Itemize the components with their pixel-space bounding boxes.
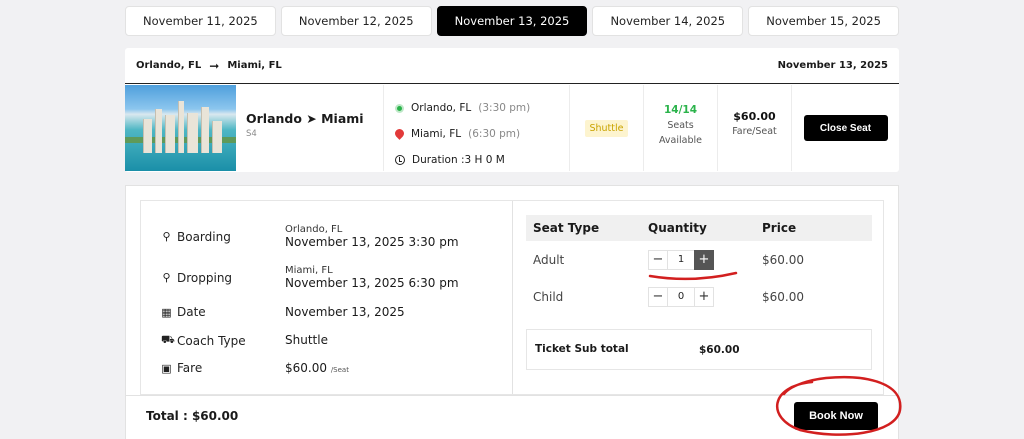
- seat-type-adult: Adult: [533, 252, 565, 267]
- dropping-city-value: Miami, FL: [285, 265, 333, 276]
- dropping-row: ⚲ Dropping Miami, FL November 13, 2025 6:…: [161, 265, 501, 290]
- dropping-datetime: November 13, 2025 6:30 pm: [285, 276, 459, 290]
- panel-divider: [512, 200, 513, 395]
- date-tab-4[interactable]: November 14, 2025: [592, 6, 744, 36]
- header-quantity: Quantity: [648, 221, 707, 235]
- child-quantity-input[interactable]: 0: [668, 286, 694, 307]
- boarding-city-value: Orlando, FL: [285, 224, 343, 235]
- boarding-city: Orlando, FL: [411, 102, 472, 114]
- seat-type-child: Child: [533, 289, 564, 304]
- adult-minus-button[interactable]: −: [648, 249, 668, 270]
- fare-price: $60.00: [733, 110, 776, 123]
- date-value: November 13, 2025: [285, 305, 405, 319]
- clock-icon: [395, 155, 405, 165]
- ticket-subtotal: Ticket Sub total $60.00: [526, 329, 872, 370]
- boarding-label: Boarding: [177, 229, 231, 244]
- bus-icon: ⛟: [161, 333, 175, 346]
- fare-row: ▣ Fare $60.00 /Seat: [161, 361, 501, 375]
- fare-row-label: Fare: [177, 361, 203, 375]
- date-row: ▦ Date November 13, 2025: [161, 305, 501, 319]
- trip-info-box: ⚲ Boarding Orlando, FL November 13, 2025 …: [140, 200, 512, 395]
- seat-table: Seat Type Quantity Price Adult − 1 + $60…: [526, 215, 872, 315]
- seats-label-2: Available: [658, 135, 702, 146]
- trip-name-cell: Orlando ➤ Miami S4: [236, 85, 384, 171]
- seats-cell: 14/14 Seats Available: [644, 85, 718, 171]
- dropping-time: (6:30 pm): [468, 128, 521, 140]
- map-pin-icon: ⚲: [162, 271, 171, 284]
- header-price: Price: [762, 221, 797, 235]
- boarding-datetime: November 13, 2025 3:30 pm: [285, 235, 459, 249]
- adult-quantity-input[interactable]: 1: [668, 249, 694, 270]
- arrow-right-icon: ➞: [209, 58, 220, 73]
- date-tab-3-active[interactable]: November 13, 2025: [436, 6, 588, 36]
- date-tab-1[interactable]: November 11, 2025: [125, 6, 276, 36]
- date-tab-2[interactable]: November 12, 2025: [280, 6, 432, 36]
- dropping-city: Miami, FL: [411, 128, 462, 140]
- adult-price: $60.00: [762, 252, 804, 267]
- money-icon: ▣: [161, 361, 172, 375]
- child-quantity-stepper: − 0 +: [648, 286, 756, 308]
- date-label: Date: [177, 305, 206, 319]
- dropping-label: Dropping: [177, 270, 233, 285]
- route-from: Orlando, FL: [136, 60, 202, 71]
- trip-row: Orlando ➤ Miami S4 Orlando, FL (3:30 pm)…: [125, 85, 899, 171]
- coach-row: ⛟ Coach Type Shuttle: [161, 333, 501, 348]
- header-seat-type: Seat Type: [533, 221, 600, 235]
- footer-divider: [126, 395, 898, 396]
- route-header: Orlando, FL ➞ Miami, FL November 13, 202…: [125, 48, 899, 84]
- adult-quantity-stepper: − 1 +: [648, 249, 756, 271]
- fare-label: Fare/Seat: [732, 126, 777, 137]
- table-row: Child − 0 + $60.00: [526, 278, 872, 315]
- date-tab-5[interactable]: November 15, 2025: [748, 6, 899, 36]
- adult-plus-button[interactable]: +: [694, 249, 714, 270]
- boarding-row: ⚲ Boarding Orlando, FL November 13, 2025 …: [161, 224, 501, 249]
- coach-type-cell: Shuttle: [570, 85, 644, 171]
- city-skyline-image: [125, 85, 236, 171]
- subtotal-label: Ticket Sub total: [535, 343, 629, 355]
- route-to: Miami, FL: [227, 60, 282, 71]
- seat-selection-box: Seat Type Quantity Price Adult − 1 + $60…: [512, 200, 884, 395]
- minus-icon: −: [652, 252, 664, 267]
- trip-duration: Duration :3 H 0 M: [412, 154, 505, 166]
- seats-label-1: Seats: [667, 120, 694, 131]
- coach-label: Coach Type: [177, 333, 246, 348]
- route-date: November 13, 2025: [777, 60, 888, 71]
- plus-icon: +: [698, 289, 710, 304]
- coach-type-badge: Shuttle: [585, 119, 628, 137]
- child-minus-button[interactable]: −: [648, 286, 668, 307]
- table-row: Adult − 1 + $60.00: [526, 241, 872, 278]
- trip-title: Orlando ➤ Miami: [246, 111, 364, 126]
- booking-details-panel: ⚲ Boarding Orlando, FL November 13, 2025 …: [125, 185, 899, 439]
- close-seat-button[interactable]: Close Seat: [803, 115, 888, 141]
- trip-code: S4: [246, 129, 257, 139]
- map-pin-icon: ⚲: [162, 230, 171, 243]
- trip-stops-cell: Orlando, FL (3:30 pm) Miami, FL (6:30 pm…: [384, 85, 570, 171]
- child-price: $60.00: [762, 289, 804, 304]
- action-cell: Close Seat: [792, 85, 899, 171]
- fare-cell: $60.00 Fare/Seat: [718, 85, 792, 171]
- coach-value: Shuttle: [285, 333, 328, 347]
- map-pin-icon: [395, 129, 404, 140]
- subtotal-value: $60.00: [699, 343, 740, 356]
- minus-icon: −: [652, 289, 664, 304]
- child-plus-button[interactable]: +: [694, 286, 714, 307]
- calendar-icon: ▦: [161, 305, 172, 319]
- book-now-button[interactable]: Book Now: [794, 402, 878, 430]
- seats-count: 14/14: [663, 104, 698, 116]
- seat-table-header: Seat Type Quantity Price: [526, 215, 872, 241]
- fare-value: $60.00: [285, 361, 327, 375]
- plus-icon: +: [698, 252, 710, 267]
- date-tabs: November 11, 2025 November 12, 2025 Nove…: [125, 6, 899, 36]
- fare-unit: /Seat: [330, 366, 349, 374]
- total-amount: Total : $60.00: [146, 409, 239, 423]
- trip-panel: Orlando, FL ➞ Miami, FL November 13, 202…: [125, 48, 899, 172]
- boarding-time: (3:30 pm): [478, 102, 531, 114]
- green-dot-icon: [395, 103, 404, 113]
